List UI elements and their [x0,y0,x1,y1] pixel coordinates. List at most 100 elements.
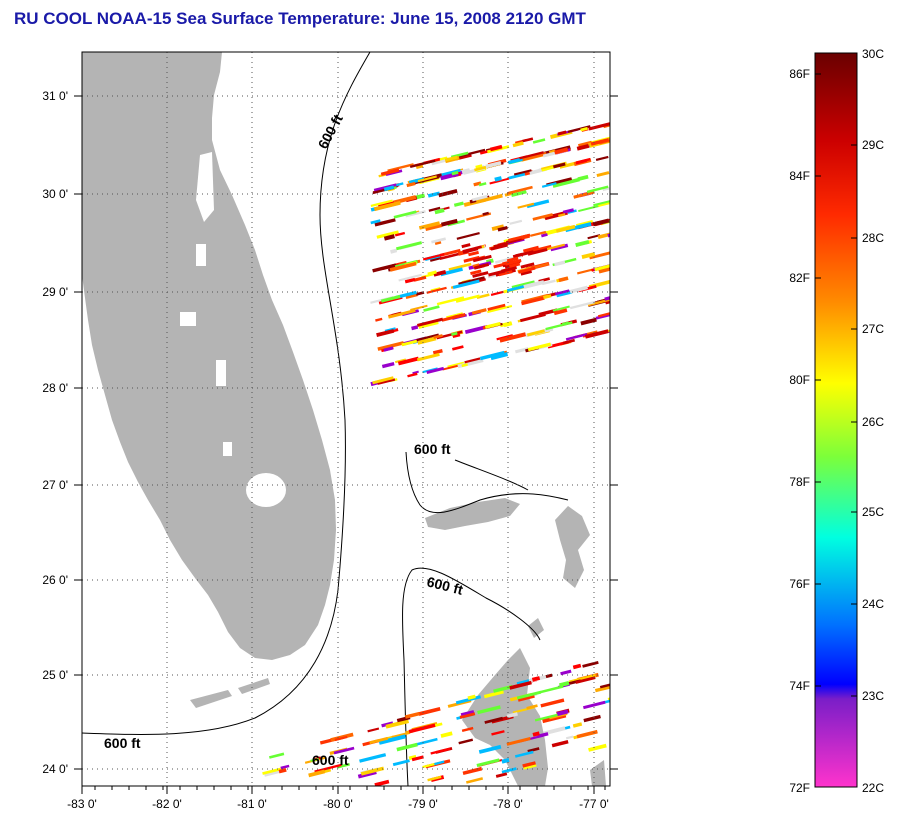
sst-pixel-streak [367,727,380,733]
sst-pixel-streak [520,233,530,240]
colorbar-gradient [814,52,858,788]
sst-pixel-streak [485,161,502,169]
sst-pixel-streak [376,230,399,239]
colorbar-label-c: 26C [862,415,884,429]
sst-pixel-streak [532,213,553,221]
sst-pixel-streak [440,731,453,738]
sst-pixel-streak [451,345,464,351]
sst-pixel-streak [412,370,419,375]
colorbar-label-f: 80F [789,373,810,387]
sst-pixel-streak [527,747,540,753]
sst-pixel-streak [336,763,350,769]
sst-pixel-streak [532,138,546,144]
sst-pixel-streak [431,237,447,244]
inland-lake [216,360,226,386]
sst-pixel-streak [520,262,535,269]
colorbar-label-f: 84F [789,169,810,183]
sst-pixel-streak [461,363,468,368]
sst-pixel-streak [389,261,417,272]
lat-label: 30 0' [42,187,68,201]
sst-pixel-streak [539,685,564,694]
sst-pixel-streak [427,191,441,198]
sst-pixel-streak [372,263,397,273]
sst-pixel-streak [567,125,591,133]
sst-pixel-streak [544,210,568,221]
sst-pixel-streak [383,234,395,241]
sst-pixel-streak [586,185,609,194]
sst-pixel-streak [456,232,480,240]
sst-pixel-streak [411,325,419,331]
sst-pixel-streak [581,252,596,259]
colorbar-label-c: 30C [862,47,884,61]
sst-pixel-streak [523,280,545,289]
sst-pixel-streak [460,710,475,716]
sst-pixel-streak [507,157,523,165]
sst-pixel-streak [572,722,583,728]
sst-pixel-streak [417,317,444,327]
sst-pixel-streak [530,230,547,237]
contour-label: 600 ft [414,441,451,457]
sst-pixel-streak [495,772,508,778]
sst-pixel-streak [394,231,406,237]
sst-pixel-streak [580,126,588,132]
sst-pixel-streak [262,767,282,775]
sst-pixel-streak [560,669,572,676]
sst-pixel-streak [374,218,396,227]
sst-pixel-streak [531,676,541,682]
sst-pixel-streak [595,155,609,162]
sst-pixel-streak [594,685,610,693]
sst-pixel-streak [377,378,396,385]
sst-pixel-streak [517,694,535,702]
inland-lake [196,244,206,266]
sst-pixel-streak [587,234,601,240]
sst-pixel-streak [512,141,524,148]
sst-pixel-streak [490,144,503,152]
lon-label: -83 0' [67,797,97,811]
sst-pixel-streak [388,308,416,319]
sst-pixel-streak [553,162,566,169]
axis-ticks [74,95,618,794]
lon-label: -80 0' [323,797,353,811]
sst-pixel-streak [427,775,442,782]
sst-pixel-streak [459,712,476,719]
sst-pixel-streak [484,321,501,329]
sst-pixel-streak [526,704,538,710]
sst-pixel-streak [476,758,500,768]
sst-pixel-streak [457,148,486,158]
sst-pixel-streak [334,735,348,742]
sst-pixel-streak [376,328,395,337]
sst-pixel-streak [519,151,545,160]
sst-pixel-streak [425,223,443,232]
sst-pixel-streak [595,310,610,320]
lon-label: -77 0' [579,797,609,811]
sst-pixel-streak [508,172,527,180]
sst-pixel-streak [541,279,556,286]
sst-pixel-streak [545,321,573,331]
sst-pixel-streak [493,684,513,693]
lon-label: -79 0' [408,797,438,811]
sst-pixel-streak [462,247,479,254]
sst-pixel-streak [552,177,580,188]
sst-pixel-streak [440,267,463,277]
sst-pixel-streak [439,248,461,257]
sst-pixel-streak [593,200,610,207]
sst-pixel-streak [455,294,480,303]
sst-pixel-streak [423,305,440,312]
sst-pixel-streak [439,252,463,261]
sst-pixel-streak [565,332,588,341]
sst-pixel-streak [404,711,420,719]
bahamas-cay [590,760,606,786]
sst-pixel-streak [483,690,504,699]
sst-pixel-streak [477,705,501,715]
sst-pixel-streak [580,317,597,326]
sst-pixel-streak [501,265,517,273]
sst-pixel-streak [512,250,534,259]
sst-pixel-streak [472,263,480,268]
sst-pixel-streak [490,290,504,296]
colorbar-label-c: 25C [862,505,884,519]
sst-pixel-streak [478,182,487,187]
sst-pixel-streak [497,226,508,232]
sst-pixel-streak [577,174,589,181]
lat-label: 24 0' [42,762,68,776]
